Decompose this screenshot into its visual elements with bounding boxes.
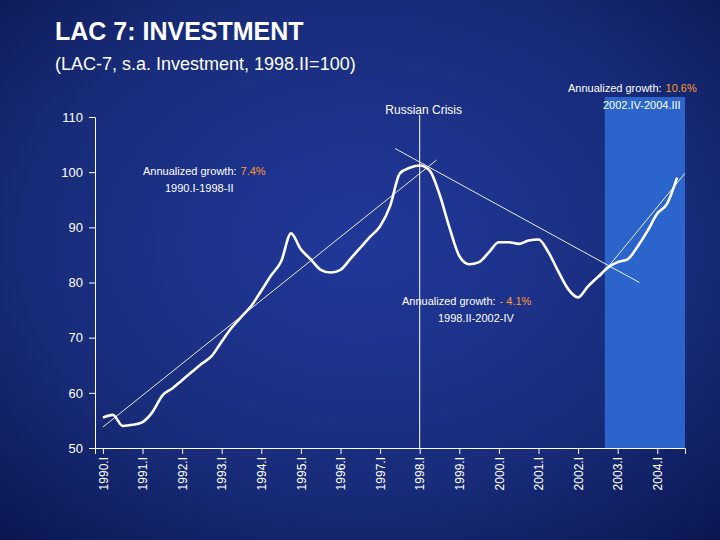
- y-tick: 50: [69, 441, 95, 456]
- x-tick-mark: [499, 448, 500, 454]
- shaded-period: [605, 97, 685, 448]
- subtitle: (LAC-7, s.a. Investment, 1998.II=100): [55, 54, 356, 74]
- title: LAC 7: INVESTMENT: [55, 17, 304, 45]
- y-tick-label: 110: [62, 110, 83, 125]
- x-tick-label: 2002.I: [572, 457, 586, 490]
- x-tick-mark: [618, 448, 619, 454]
- x-tick-mark: [301, 448, 302, 454]
- x-tick: 1991.I: [136, 448, 150, 490]
- x-tick: 2001.I: [532, 448, 546, 490]
- y-tick: 80: [69, 275, 95, 290]
- trend-annotation: Annualized growth: 7.4%: [143, 165, 266, 177]
- x-axis-line: [96, 449, 686, 455]
- x-tick-label: 2003.I: [611, 457, 625, 490]
- y-axis: 50 60 70 80 90 100 110: [61, 110, 95, 456]
- x-tick-mark: [341, 448, 342, 454]
- x-tick-mark: [538, 448, 539, 454]
- x-tick: 1993.I: [215, 448, 229, 490]
- trend-annotation: Annualized growth: - 4.1%: [402, 295, 532, 307]
- x-tick: 1995.I: [295, 448, 309, 490]
- trend-annotation-period: 1998.II-2002-IV: [438, 312, 514, 324]
- trend-line: [395, 148, 640, 282]
- y-tick: 90: [69, 220, 95, 235]
- trend-annotation-period: 1990.I-1998-II: [165, 182, 234, 194]
- y-tick-label: 70: [69, 330, 83, 345]
- x-tick: 2003.I: [611, 448, 625, 490]
- trend-line: [103, 160, 437, 427]
- x-tick-mark: [459, 448, 460, 454]
- y-tick: 110: [62, 110, 95, 125]
- x-tick-mark: [182, 448, 183, 454]
- x-tick: 1994.I: [255, 448, 269, 490]
- y-tick-mark: [89, 117, 95, 118]
- x-tick-label: 1993.I: [215, 457, 229, 490]
- y-tick-label: 90: [69, 220, 83, 235]
- y-tick-mark: [89, 283, 95, 284]
- trend-annotation-rate: - 4.1%: [500, 295, 532, 307]
- plot-area: [103, 148, 685, 427]
- trend-annotation-rate: 10.6%: [666, 82, 697, 94]
- y-tick-mark: [89, 172, 95, 173]
- trend-annotation-rate: 7.4%: [241, 165, 266, 177]
- trend-annotation-period: 2002.IV-2004.III: [603, 99, 681, 111]
- x-tick-mark: [420, 448, 421, 454]
- y-tick-label: 80: [69, 275, 83, 290]
- x-tick: 1990.I: [97, 448, 111, 490]
- x-tick-mark: [261, 448, 262, 454]
- x-tick: 1992.I: [176, 448, 190, 490]
- x-tick-label: 1999.I: [453, 457, 467, 490]
- x-tick: 1998.I: [413, 448, 427, 490]
- x-tick-mark: [578, 448, 579, 454]
- x-tick: 1997.I: [374, 448, 388, 490]
- y-tick-mark: [89, 338, 95, 339]
- y-tick: 60: [69, 385, 95, 400]
- x-tick: 2004.I: [651, 448, 665, 490]
- x-tick-mark: [657, 448, 658, 454]
- trend-annotation: Annualized growth: 10.6%: [568, 82, 697, 94]
- trend-annotation-text: Annualized growth:: [143, 165, 237, 177]
- x-tick-label: 1994.I: [255, 457, 269, 490]
- y-axis-line: [89, 118, 96, 449]
- y-tick-label: 100: [61, 165, 83, 180]
- event-label: Russian Crisis: [385, 103, 462, 117]
- investment-line: [103, 166, 677, 426]
- y-tick: 100: [61, 165, 95, 180]
- x-tick-label: 1991.I: [136, 457, 150, 490]
- x-tick-label: 1997.I: [374, 457, 388, 490]
- x-tick-label: 1996.I: [334, 457, 348, 490]
- trend-annotation-text: Annualized growth:: [568, 82, 662, 94]
- x-tick-label: 2000.I: [493, 457, 507, 490]
- x-tick-label: 2004.I: [651, 457, 665, 490]
- y-tick-label: 60: [69, 385, 83, 400]
- y-tick-mark: [89, 227, 95, 228]
- y-tick-mark: [89, 448, 95, 449]
- x-tick-label: 1992.I: [176, 457, 190, 490]
- x-tick-label: 1995.I: [295, 457, 309, 490]
- chart: 50 60 70 80 90 100 110 1990.I 1991.I 1992.I 1993.I…: [0, 0, 720, 540]
- trend-annotation-text: Annualized growth:: [402, 295, 496, 307]
- x-tick: 2000.I: [493, 448, 507, 490]
- x-tick-mark: [222, 448, 223, 454]
- y-tick: 70: [69, 330, 95, 345]
- x-tick-label: 2001.I: [532, 457, 546, 490]
- x-tick: 2002.I: [572, 448, 586, 490]
- x-tick: 1996.I: [334, 448, 348, 490]
- x-tick-label: 1998.I: [413, 457, 427, 490]
- x-tick-mark: [380, 448, 381, 454]
- x-axis: 1990.I 1991.I 1992.I 1993.I 1994.I 1995.I 1996…: [96, 448, 686, 490]
- y-tick-label: 50: [69, 441, 83, 456]
- x-tick-mark: [103, 448, 104, 454]
- x-tick-label: 1990.I: [97, 457, 111, 490]
- x-tick-mark: [143, 448, 144, 454]
- x-tick: 1999.I: [453, 448, 467, 490]
- y-tick-mark: [89, 393, 95, 394]
- background: [0, 0, 720, 540]
